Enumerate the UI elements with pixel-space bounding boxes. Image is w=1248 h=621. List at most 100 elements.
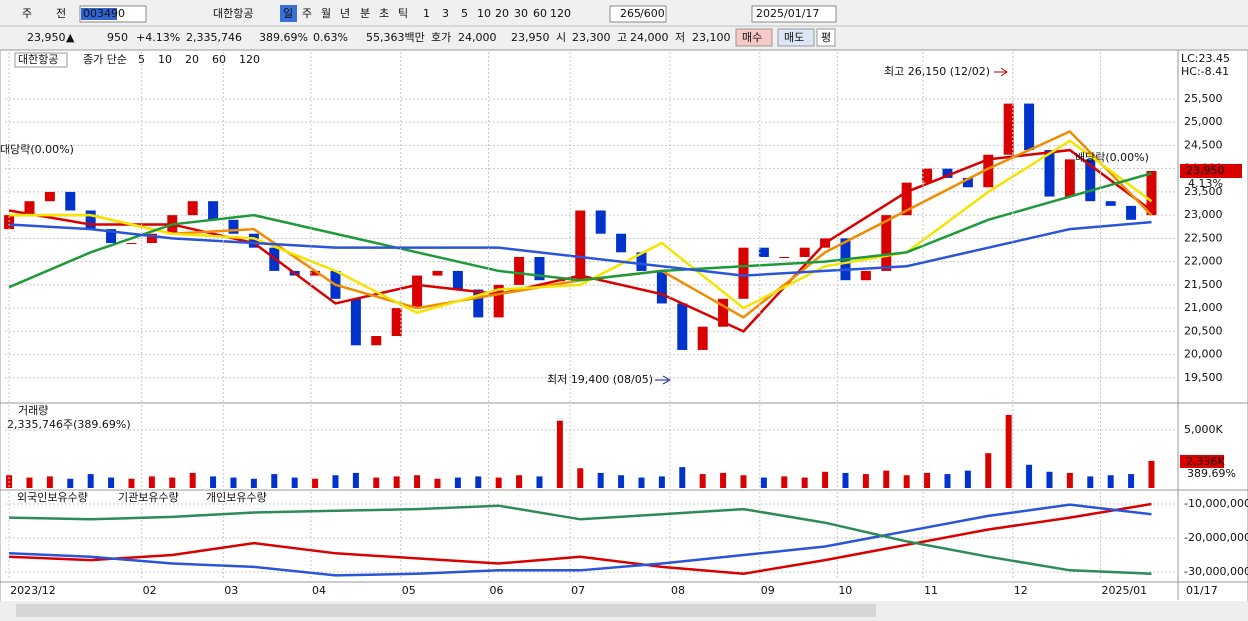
- volume-bar: [128, 478, 135, 488]
- y-tick-label: 5,000K: [1184, 423, 1223, 436]
- toolbar-item: 월: [321, 7, 331, 20]
- quote-item: 23,950: [27, 31, 66, 44]
- series-line: [9, 139, 1153, 315]
- panel-subtitle: 2,335,746주(389.69%): [7, 418, 131, 431]
- arrow: [994, 67, 1008, 77]
- toolbar-item: 주: [302, 7, 312, 20]
- volume-bar: [964, 470, 971, 488]
- quote-item: 평: [821, 31, 831, 44]
- toolbar-item: 003490: [83, 7, 125, 20]
- legend-entry: 10: [158, 53, 172, 66]
- scroll-thumb[interactable]: [16, 604, 876, 617]
- y-tick-label: -20,000,000: [1184, 531, 1248, 544]
- volume-bar: [108, 477, 115, 488]
- quote-item: 호가: [431, 31, 451, 44]
- volume-bar: [740, 475, 747, 488]
- x-tick-label: 11: [924, 584, 938, 597]
- y-tick-label: 21,500: [1184, 278, 1223, 291]
- quote-item: 23,300: [572, 31, 611, 44]
- series-line: [9, 502, 1152, 575]
- volume-bar: [924, 472, 931, 488]
- candle: [697, 326, 708, 350]
- volume-bar: [516, 475, 523, 488]
- candle: [412, 275, 423, 309]
- volume-bar: [944, 474, 951, 488]
- toolbar-item: 10: [477, 7, 491, 20]
- volume-bar: [291, 477, 298, 488]
- x-tick-label: 03: [224, 584, 238, 597]
- candle: [371, 335, 382, 346]
- candle: [310, 270, 321, 276]
- count-input[interactable]: [609, 5, 667, 23]
- quote-item: 24,000: [630, 31, 669, 44]
- candle: [391, 308, 402, 336]
- y-tick-label: -10,000,000: [1184, 497, 1248, 510]
- quote-item: 23,100: [692, 31, 731, 44]
- candle: [350, 298, 361, 346]
- y-tick-label: 23,500: [1184, 185, 1223, 198]
- candle: [126, 243, 137, 245]
- volume-bar: [781, 476, 788, 488]
- candle: [85, 210, 96, 230]
- x-tick-label: 12: [1014, 584, 1028, 597]
- toolbar-item: 전: [56, 7, 66, 20]
- buy-button[interactable]: [735, 28, 773, 47]
- avg-button[interactable]: [816, 28, 836, 47]
- x-tick-label: 2023/12: [10, 584, 56, 597]
- toolbar-item: 틱: [398, 7, 408, 20]
- volume-label: 2,336K: [1186, 455, 1225, 468]
- candle: [1003, 103, 1014, 155]
- toolbar-item: 5: [461, 7, 468, 20]
- candle: [473, 289, 484, 318]
- quote-item: 24,000: [458, 31, 497, 44]
- candle: [248, 233, 259, 248]
- legend-entry: 20: [185, 53, 199, 66]
- volume-bar: [434, 478, 441, 488]
- volume-bar: [801, 477, 808, 488]
- candle: [922, 168, 933, 183]
- annotation: 최저 19,400 (08/05): [547, 373, 653, 386]
- volume-bar: [271, 474, 278, 488]
- x-tick-label: 09: [761, 584, 775, 597]
- annotation: 4.13%: [1188, 177, 1223, 190]
- candle: [595, 210, 606, 234]
- quote-item: 0.63%: [313, 31, 348, 44]
- date-input[interactable]: [751, 5, 837, 23]
- sell-button[interactable]: [777, 28, 815, 47]
- toolbar-item: 2025/01/17: [756, 7, 819, 20]
- volume-bar: [1005, 414, 1012, 488]
- daily-button-active[interactable]: [280, 5, 297, 22]
- volume-bar: [87, 474, 94, 488]
- candle: [616, 233, 627, 253]
- code-selection: [81, 8, 117, 20]
- volume-bar: [148, 476, 155, 488]
- candle: [758, 247, 769, 257]
- quote-item: 매도: [784, 31, 804, 44]
- y-tick-label: 24,500: [1184, 138, 1223, 151]
- candle: [738, 247, 749, 299]
- toolbar-item: /600: [640, 7, 665, 20]
- candle: [514, 256, 525, 285]
- volume-bar: [332, 475, 339, 488]
- toolbar-item: 60: [533, 7, 547, 20]
- quote-item: 매수: [742, 31, 762, 44]
- volume-bar: [862, 474, 869, 488]
- x-tick-label: 06: [489, 584, 503, 597]
- quote-item: 시: [556, 31, 566, 44]
- last-date: 01/17: [1186, 584, 1218, 597]
- volume-bar: [250, 478, 257, 488]
- series-line: [9, 504, 1152, 575]
- volume-bar: [1128, 474, 1135, 488]
- annotation: 최고 26,150 (12/02): [884, 65, 990, 78]
- candle: [534, 256, 545, 281]
- quote-item: 389.69%: [259, 31, 308, 44]
- y-tick-label: 20,000: [1184, 348, 1223, 361]
- annotation: LC:23.45: [1181, 52, 1230, 65]
- quote-item: 저: [675, 31, 685, 44]
- candle: [779, 256, 790, 258]
- volume-bar: [1087, 476, 1094, 488]
- candle: [575, 210, 586, 281]
- candle: [146, 233, 157, 244]
- x-tick-label: 2025/01: [1101, 584, 1147, 597]
- candle: [718, 298, 729, 327]
